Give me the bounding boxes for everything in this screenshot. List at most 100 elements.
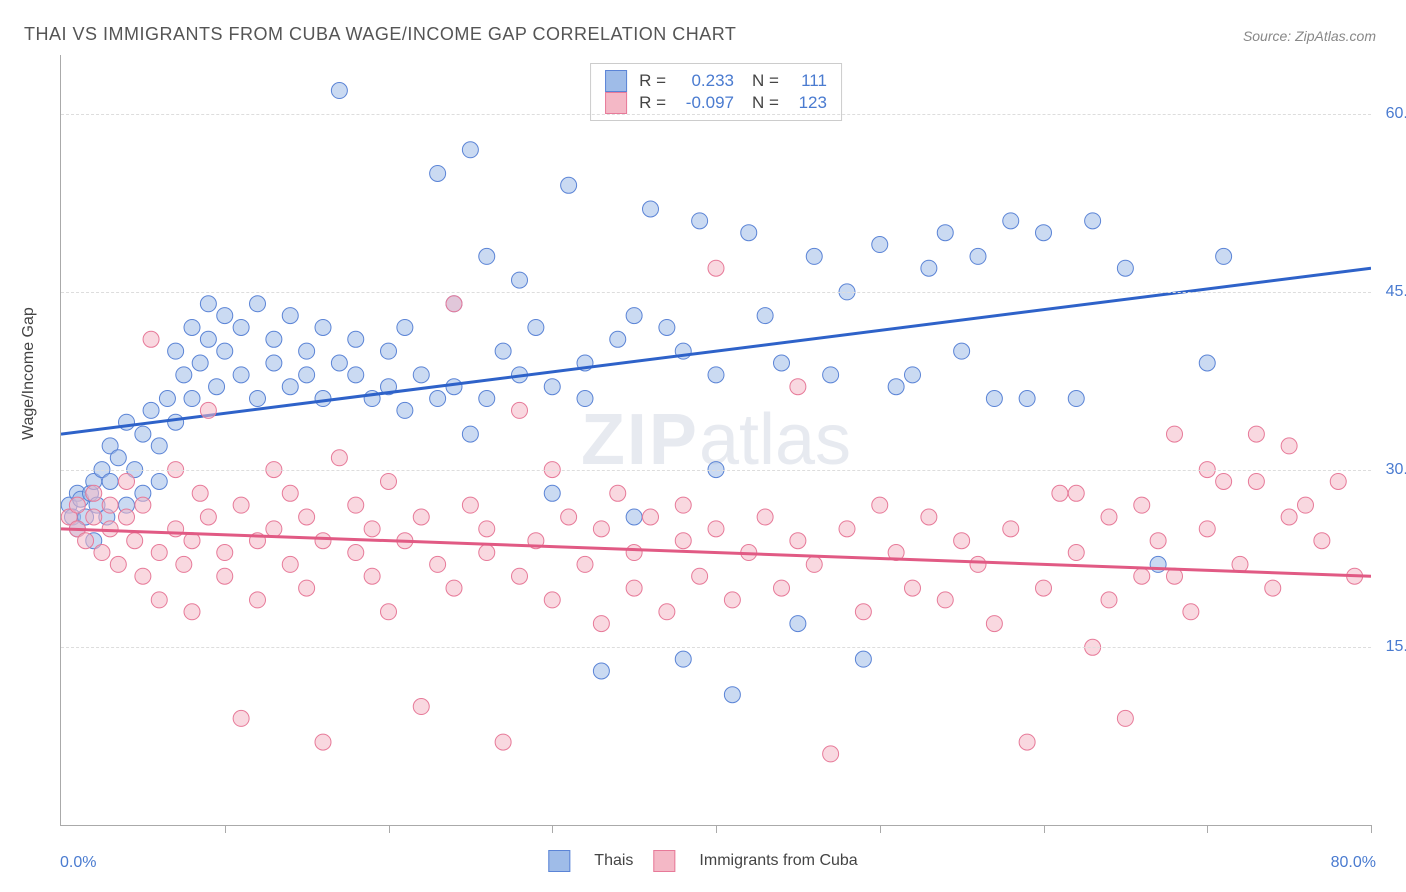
data-point — [1183, 604, 1199, 620]
data-point — [888, 379, 904, 395]
data-point — [1314, 533, 1330, 549]
data-point — [151, 592, 167, 608]
data-point — [1068, 545, 1084, 561]
data-point — [94, 545, 110, 561]
data-point — [577, 556, 593, 572]
data-point — [1265, 580, 1281, 596]
chart-plot-area: ZIPatlas R = 0.233 N = 111 R = -0.097 N … — [60, 55, 1371, 826]
data-point — [1248, 473, 1264, 489]
data-point — [970, 248, 986, 264]
data-point — [806, 248, 822, 264]
data-point — [413, 367, 429, 383]
swatch-thais — [605, 70, 627, 92]
data-point — [1281, 509, 1297, 525]
trend-line — [61, 268, 1371, 434]
data-point — [643, 201, 659, 217]
data-point — [233, 319, 249, 335]
x-tick — [1371, 825, 1372, 833]
x-tick — [716, 825, 717, 833]
data-point — [823, 746, 839, 762]
data-point — [184, 604, 200, 620]
x-tick — [389, 825, 390, 833]
x-tick — [552, 825, 553, 833]
legend-swatch-thais — [548, 850, 570, 872]
r-value-1: -0.097 — [674, 93, 734, 113]
data-point — [1199, 355, 1215, 371]
data-point — [1216, 473, 1232, 489]
data-point — [282, 556, 298, 572]
data-point — [675, 651, 691, 667]
data-point — [266, 521, 282, 537]
data-point — [348, 331, 364, 347]
data-point — [1298, 497, 1314, 513]
r-value-0: 0.233 — [674, 71, 734, 91]
data-point — [397, 402, 413, 418]
data-point — [331, 83, 347, 99]
x-tick — [880, 825, 881, 833]
data-point — [1068, 485, 1084, 501]
data-point — [462, 426, 478, 442]
y-axis-label: Wage/Income Gap — [20, 307, 38, 440]
data-point — [446, 580, 462, 596]
data-point — [184, 391, 200, 407]
data-point — [1101, 509, 1117, 525]
data-point — [561, 509, 577, 525]
r-label-0: R = — [639, 71, 666, 91]
data-point — [1134, 497, 1150, 513]
n-value-0: 111 — [787, 71, 827, 91]
data-point — [626, 509, 642, 525]
data-point — [217, 568, 233, 584]
data-point — [315, 391, 331, 407]
data-point — [741, 225, 757, 241]
data-point — [315, 319, 331, 335]
data-point — [266, 355, 282, 371]
data-point — [905, 580, 921, 596]
data-point — [192, 485, 208, 501]
data-point — [78, 533, 94, 549]
data-point — [119, 509, 135, 525]
data-point — [168, 414, 184, 430]
data-point — [282, 379, 298, 395]
data-point — [151, 438, 167, 454]
data-point — [381, 343, 397, 359]
data-point — [143, 402, 159, 418]
data-point — [1036, 580, 1052, 596]
data-point — [577, 391, 593, 407]
data-point — [159, 391, 175, 407]
data-point — [937, 592, 953, 608]
data-point — [512, 402, 528, 418]
y-tick-label: 15.0% — [1386, 638, 1406, 656]
data-point — [446, 379, 462, 395]
legend-label-cuba: Immigrants from Cuba — [699, 852, 857, 870]
data-point — [299, 580, 315, 596]
data-point — [413, 699, 429, 715]
data-point — [233, 497, 249, 513]
data-point — [299, 367, 315, 383]
data-point — [102, 497, 118, 513]
data-point — [176, 556, 192, 572]
data-point — [610, 485, 626, 501]
legend-swatch-cuba — [653, 850, 675, 872]
data-point — [626, 545, 642, 561]
data-point — [544, 592, 560, 608]
data-point — [986, 391, 1002, 407]
data-point — [724, 687, 740, 703]
n-label-0: N = — [752, 71, 779, 91]
y-tick-label: 30.0% — [1386, 461, 1406, 479]
data-point — [1117, 260, 1133, 276]
data-point — [724, 592, 740, 608]
data-point — [774, 355, 790, 371]
data-point — [135, 426, 151, 442]
data-point — [708, 260, 724, 276]
data-point — [430, 391, 446, 407]
data-point — [233, 367, 249, 383]
data-point — [610, 331, 626, 347]
data-point — [675, 497, 691, 513]
data-point — [110, 450, 126, 466]
data-point — [446, 296, 462, 312]
data-point — [970, 556, 986, 572]
data-point — [1216, 248, 1232, 264]
data-point — [102, 521, 118, 537]
legend-label-thais: Thais — [594, 852, 633, 870]
gridline — [61, 292, 1371, 293]
